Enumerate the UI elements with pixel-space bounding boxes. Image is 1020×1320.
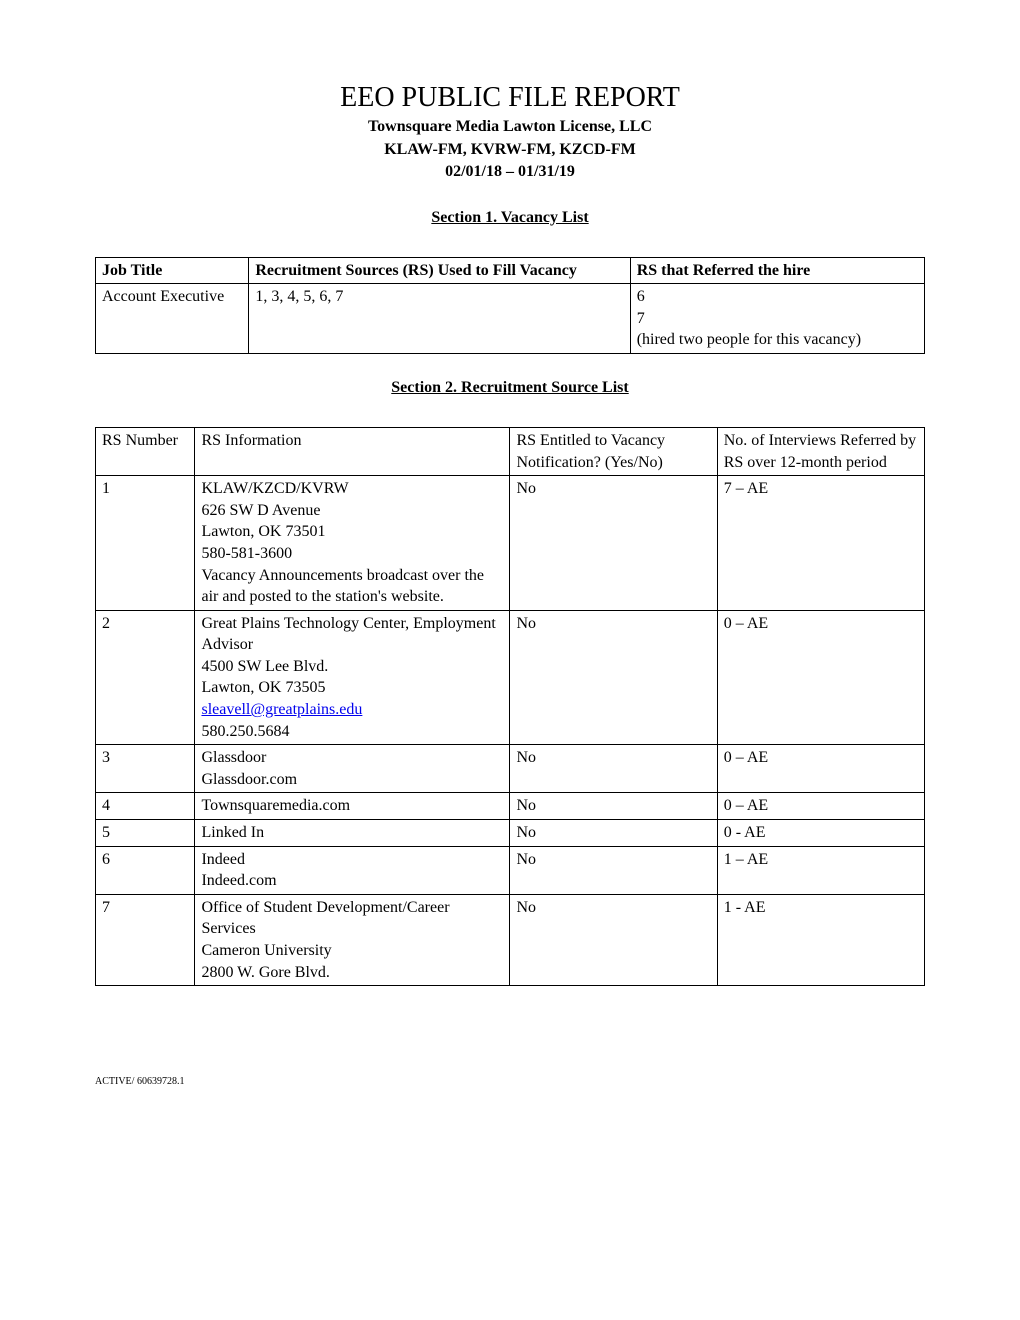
cell-entitled: No <box>510 476 717 611</box>
table-row: 3 Glassdoor Glassdoor.com No 0 – AE <box>96 745 925 793</box>
cell-rs-num: 2 <box>96 610 195 745</box>
table-row: 7 Office of Student Development/Career S… <box>96 894 925 985</box>
col-sources: Recruitment Sources (RS) Used to Fill Va… <box>249 257 630 284</box>
table-header-row: Job Title Recruitment Sources (RS) Used … <box>96 257 925 284</box>
cell-entitled: No <box>510 793 717 820</box>
col-interviews: No. of Interviews Referred by RS over 12… <box>717 427 924 475</box>
cell-interviews: 0 - AE <box>717 820 924 847</box>
email-link[interactable]: sleavell@greatplains.edu <box>201 701 362 718</box>
section2-heading: Section 2. Recruitment Source List <box>95 379 925 397</box>
info-line: Office of Student Development/Career Ser… <box>201 897 503 940</box>
info-line: Lawton, OK 73505 <box>201 677 503 699</box>
info-line: Indeed.com <box>201 870 503 892</box>
table-row: 6 Indeed Indeed.com No 1 – AE <box>96 846 925 894</box>
cell-entitled: No <box>510 610 717 745</box>
info-line: Glassdoor.com <box>201 769 503 791</box>
recruitment-source-table: RS Number RS Information RS Entitled to … <box>95 427 925 986</box>
cell-entitled: No <box>510 894 717 985</box>
cell-job-title: Account Executive <box>96 284 249 354</box>
cell-rs-info: Townsquaremedia.com <box>195 793 510 820</box>
referred-line: (hired two people for this vacancy) <box>637 329 918 351</box>
cell-rs-info: Office of Student Development/Career Ser… <box>195 894 510 985</box>
cell-interviews: 0 – AE <box>717 610 924 745</box>
cell-rs-num: 5 <box>96 820 195 847</box>
cell-entitled: No <box>510 846 717 894</box>
col-rs-number: RS Number <box>96 427 195 475</box>
table-header-row: RS Number RS Information RS Entitled to … <box>96 427 925 475</box>
cell-rs-info: Linked In <box>195 820 510 847</box>
cell-interviews: 7 – AE <box>717 476 924 611</box>
table-row: 5 Linked In No 0 - AE <box>96 820 925 847</box>
cell-rs-info: Glassdoor Glassdoor.com <box>195 745 510 793</box>
cell-interviews: 0 – AE <box>717 745 924 793</box>
report-title: EEO PUBLIC FILE REPORT <box>95 80 925 116</box>
col-job-title: Job Title <box>96 257 249 284</box>
cell-interviews: 0 – AE <box>717 793 924 820</box>
cell-sources: 1, 3, 4, 5, 6, 7 <box>249 284 630 354</box>
cell-referred: 6 7 (hired two people for this vacancy) <box>630 284 924 354</box>
cell-interviews: 1 - AE <box>717 894 924 985</box>
cell-entitled: No <box>510 745 717 793</box>
cell-rs-num: 7 <box>96 894 195 985</box>
date-range: 02/01/18 – 01/31/19 <box>95 161 925 183</box>
cell-rs-num: 3 <box>96 745 195 793</box>
company-name: Townsquare Media Lawton License, LLC <box>95 116 925 138</box>
table-row: 1 KLAW/KZCD/KVRW 626 SW D Avenue Lawton,… <box>96 476 925 611</box>
cell-interviews: 1 – AE <box>717 846 924 894</box>
info-line: 580.250.5684 <box>201 721 503 743</box>
col-referred: RS that Referred the hire <box>630 257 924 284</box>
table-row: 2 Great Plains Technology Center, Employ… <box>96 610 925 745</box>
info-line: Great Plains Technology Center, Employme… <box>201 613 503 656</box>
col-rs-info: RS Information <box>195 427 510 475</box>
info-line: 580-581-3600 <box>201 543 503 565</box>
table-row: 4 Townsquaremedia.com No 0 – AE <box>96 793 925 820</box>
footer-text: ACTIVE/ 60639728.1 <box>95 1076 925 1087</box>
cell-rs-info: Great Plains Technology Center, Employme… <box>195 610 510 745</box>
table-row: Account Executive 1, 3, 4, 5, 6, 7 6 7 (… <box>96 284 925 354</box>
vacancy-table: Job Title Recruitment Sources (RS) Used … <box>95 257 925 354</box>
cell-rs-num: 1 <box>96 476 195 611</box>
cell-rs-num: 4 <box>96 793 195 820</box>
cell-rs-info: KLAW/KZCD/KVRW 626 SW D Avenue Lawton, O… <box>195 476 510 611</box>
info-line: Glassdoor <box>201 747 503 769</box>
info-line: KLAW/KZCD/KVRW <box>201 478 503 500</box>
info-line: Vacancy Announcements broadcast over the… <box>201 565 503 608</box>
info-line: 626 SW D Avenue <box>201 500 503 522</box>
col-entitled: RS Entitled to Vacancy Notification? (Ye… <box>510 427 717 475</box>
referred-line: 7 <box>637 308 918 330</box>
cell-rs-info: Indeed Indeed.com <box>195 846 510 894</box>
cell-rs-num: 6 <box>96 846 195 894</box>
referred-line: 6 <box>637 286 918 308</box>
info-line: 2800 W. Gore Blvd. <box>201 962 503 984</box>
info-line: 4500 SW Lee Blvd. <box>201 656 503 678</box>
info-line: Lawton, OK 73501 <box>201 521 503 543</box>
section1-heading: Section 1. Vacancy List <box>95 209 925 227</box>
cell-entitled: No <box>510 820 717 847</box>
info-line: Indeed <box>201 849 503 871</box>
document-header: EEO PUBLIC FILE REPORT Townsquare Media … <box>95 80 925 184</box>
station-list: KLAW-FM, KVRW-FM, KZCD-FM <box>95 139 925 161</box>
info-line: Cameron University <box>201 940 503 962</box>
